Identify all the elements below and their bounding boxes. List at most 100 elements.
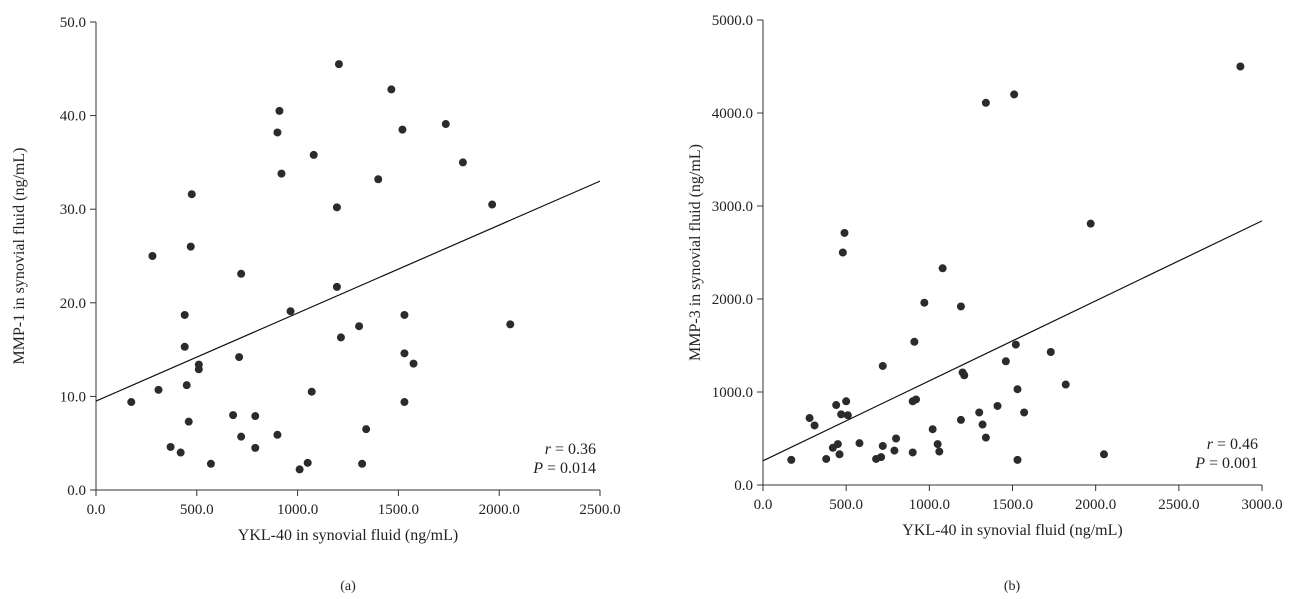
p-value: P = 0.014 — [532, 460, 596, 477]
data-point — [1020, 408, 1029, 417]
data-point — [838, 248, 847, 257]
data-point — [993, 401, 1002, 410]
data-point — [810, 421, 819, 430]
x-tick-label: 2500.0 — [579, 502, 620, 518]
p-value: P = 0.001 — [1194, 455, 1258, 472]
data-point — [387, 85, 396, 94]
y-tick-label: 40.0 — [60, 109, 86, 125]
data-point — [400, 398, 409, 407]
data-point — [229, 411, 238, 420]
data-point — [295, 465, 304, 474]
x-tick-label: 1000.0 — [909, 497, 950, 513]
x-tick-label: 2000.0 — [1075, 497, 1116, 513]
data-point — [1010, 90, 1019, 99]
y-tick-label: 1000.0 — [712, 385, 753, 401]
data-point — [805, 414, 814, 423]
data-point — [187, 190, 196, 199]
data-point — [182, 381, 191, 390]
regression-line — [95, 180, 601, 402]
data-point — [837, 410, 846, 419]
data-point — [237, 432, 246, 441]
regression-line — [762, 220, 1263, 462]
y-tick-label: 20.0 — [60, 296, 86, 312]
data-point — [978, 420, 987, 429]
data-point — [1011, 340, 1020, 349]
x-tick-label: 2500.0 — [1158, 497, 1199, 513]
data-point — [960, 371, 969, 380]
x-tick-label: 0.0 — [87, 502, 106, 518]
data-point — [206, 459, 215, 468]
data-point — [400, 349, 409, 358]
data-point — [1099, 450, 1108, 459]
data-point — [956, 302, 965, 311]
data-point — [334, 60, 343, 69]
data-point — [506, 320, 515, 329]
panel-label: (b) — [1004, 579, 1021, 594]
x-tick-label: 1500.0 — [992, 497, 1033, 513]
data-point — [237, 269, 246, 278]
data-point — [1013, 455, 1022, 464]
data-point — [1013, 385, 1022, 394]
panel-label: (a) — [340, 579, 356, 594]
data-point — [928, 425, 937, 434]
chart-panel-a: 0.0 500.0 1000.0 1500.0 2000.0 2500.0 0.0 10.0 2… — [11, 15, 621, 594]
data-point — [194, 365, 203, 374]
y-axis-label: MMP-1 in synovial fluid (ng/mL) — [11, 148, 28, 365]
data-point — [409, 359, 418, 368]
data-point — [787, 455, 796, 464]
x-axis-label: YKL-40 in synovial fluid (ng/mL) — [902, 522, 1122, 539]
x-tick-label: 500.0 — [829, 497, 863, 513]
data-point — [920, 298, 929, 307]
x-tick-label: 500.0 — [180, 502, 214, 518]
data-point — [908, 448, 917, 457]
data-point — [154, 385, 163, 394]
data-point — [148, 252, 157, 260]
x-tick-label: 0.0 — [754, 497, 773, 513]
data-point — [1086, 219, 1095, 228]
data-point — [166, 442, 175, 451]
data-point — [286, 307, 295, 316]
data-point — [877, 453, 886, 462]
data-point — [355, 322, 364, 331]
data-point — [184, 417, 193, 426]
data-point — [358, 459, 367, 468]
data-point — [981, 98, 990, 107]
data-point — [180, 310, 189, 319]
data-point — [855, 439, 864, 448]
chart-panel-b: 0.0 500.0 1000.0 1500.0 2000.0 2500.0 3000.0 0.… — [687, 13, 1283, 594]
y-tick-label: 50.0 — [60, 15, 86, 31]
data-point — [458, 158, 467, 167]
y-tick-label: 30.0 — [60, 202, 86, 218]
x-tick-label: 1500.0 — [378, 502, 419, 518]
data-point — [332, 203, 341, 212]
data-point — [832, 401, 841, 410]
data-point — [840, 228, 849, 237]
data-point — [1236, 62, 1245, 71]
data-point — [176, 448, 185, 457]
data-point — [956, 415, 965, 424]
data-point — [842, 397, 851, 406]
data-point — [307, 387, 316, 396]
data-point — [400, 310, 409, 319]
data-point — [890, 446, 899, 455]
x-tick-label: 3000.0 — [1241, 497, 1282, 513]
data-point — [488, 200, 497, 209]
x-axis-label: YKL-40 in synovial fluid (ng/mL) — [238, 527, 458, 544]
data-point — [1061, 380, 1070, 389]
data-point — [833, 440, 842, 449]
correlation-r: r = 0.36 — [545, 441, 596, 458]
data-point — [975, 408, 984, 417]
y-tick-label: 2000.0 — [712, 292, 753, 308]
y-tick-label: 4000.0 — [712, 106, 753, 122]
data-point — [180, 342, 189, 351]
data-point — [1046, 348, 1055, 357]
data-point — [933, 440, 942, 449]
data-point — [336, 333, 345, 342]
data-point — [362, 425, 371, 434]
y-tick-label: 10.0 — [60, 389, 86, 405]
y-axis-label: MMP-3 in synovial fluid (ng/mL) — [687, 144, 704, 361]
data-point — [303, 458, 312, 467]
x-tick-label: 1000.0 — [277, 502, 318, 518]
data-point — [878, 441, 887, 450]
